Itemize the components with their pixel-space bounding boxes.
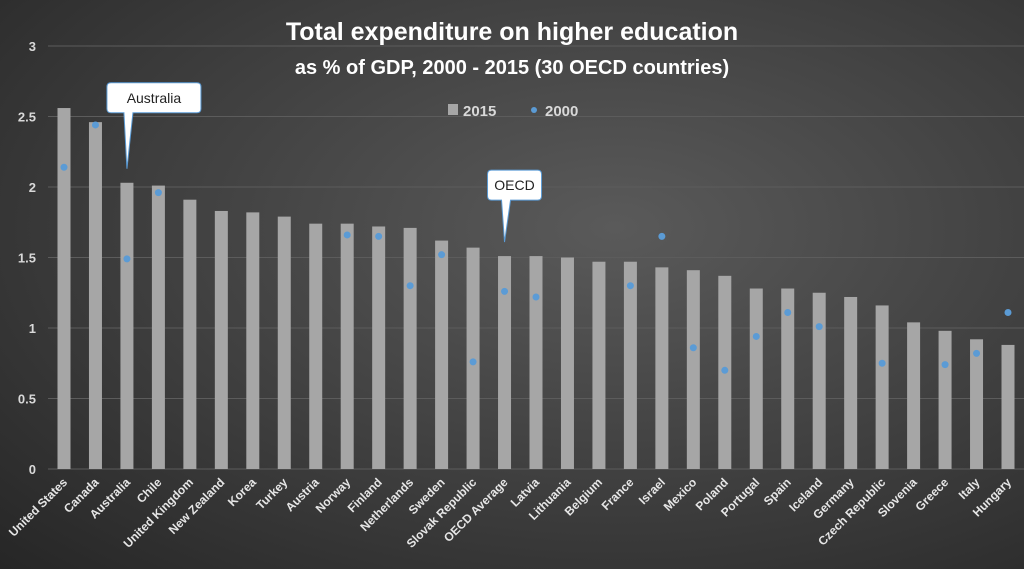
bar-2015	[970, 339, 984, 469]
y-tick-label: 2.5	[18, 110, 36, 125]
callout-label: OECD	[494, 177, 534, 193]
marker-2000	[532, 293, 540, 301]
marker-2000	[469, 358, 477, 366]
legend-swatch-2000	[531, 107, 537, 113]
marker-2000	[123, 255, 131, 263]
bar-2015	[498, 256, 512, 469]
x-tick-label: United States	[6, 475, 70, 539]
callout-australia: Australia	[106, 82, 202, 169]
callout-box	[487, 169, 543, 243]
legend-swatch-2015	[448, 104, 458, 115]
callout-label: Australia	[127, 90, 182, 106]
bar-2015	[781, 288, 795, 469]
bar-2015	[907, 322, 921, 469]
chart-title: Total expenditure on higher education	[286, 18, 738, 46]
bar-2015	[309, 223, 323, 469]
marker-2000	[689, 344, 697, 352]
marker-2000	[501, 287, 509, 295]
bar-2015	[57, 108, 71, 469]
marker-2000	[91, 121, 99, 129]
bar-2015	[246, 212, 260, 469]
bar-2015	[529, 256, 543, 469]
y-tick-label: 2	[29, 180, 36, 195]
y-tick-label: 0	[29, 462, 36, 477]
callout-box	[106, 82, 202, 169]
bar-2015	[1001, 344, 1015, 469]
bar-2015	[560, 257, 574, 469]
bar-2015	[151, 185, 165, 469]
y-tick-label: 0.5	[18, 392, 36, 407]
bar-2015	[938, 330, 952, 469]
marker-2000	[973, 349, 981, 357]
x-tick-label: Norway	[313, 475, 354, 516]
bar-2015	[749, 288, 763, 469]
bar-2015	[875, 305, 889, 469]
marker-2000	[815, 323, 823, 331]
legend-label-2000: 2000	[545, 103, 578, 120]
bar-2015	[372, 226, 386, 469]
marker-2000	[406, 282, 414, 290]
legend: 2015 2000	[448, 103, 578, 120]
y-tick-label: 1	[29, 321, 36, 336]
marker-2000	[375, 232, 383, 240]
callout-oecd: OECD	[487, 169, 543, 243]
marker-2000	[438, 251, 446, 259]
bar-2015	[88, 122, 102, 469]
x-tick-label: Mexico	[661, 475, 700, 514]
bar-2015	[592, 261, 606, 469]
legend-label-2015: 2015	[463, 103, 496, 120]
marker-2000	[784, 308, 792, 316]
marker-2000	[721, 366, 729, 374]
marker-2000	[343, 231, 351, 239]
marker-2000	[658, 232, 666, 240]
bar-2015	[120, 182, 134, 469]
bar-2015	[686, 270, 700, 469]
bar-2015	[277, 216, 291, 469]
x-tick-label: Italy	[956, 475, 983, 502]
y-tick-label: 3	[29, 39, 36, 54]
bar-2015	[844, 296, 858, 469]
marker-2000	[941, 361, 949, 369]
x-tick-label: Greece	[913, 475, 952, 514]
bar-2015	[655, 267, 669, 469]
bar-2015	[403, 227, 417, 469]
y-tick-label: 1.5	[18, 251, 36, 266]
bar-2015	[812, 292, 826, 469]
chart-subtitle: as % of GDP, 2000 - 2015 (30 OECD countr…	[295, 57, 729, 79]
bar-2015	[340, 223, 354, 469]
marker-2000	[60, 163, 68, 171]
bar-2015	[214, 210, 228, 469]
marker-2000	[1004, 308, 1012, 316]
x-tick-label: France	[599, 475, 637, 513]
marker-2000	[878, 359, 886, 367]
marker-2000	[154, 189, 162, 197]
marker-2000	[626, 282, 634, 290]
bar-2015	[183, 199, 197, 469]
marker-2000	[752, 332, 760, 340]
bar-2015	[435, 240, 449, 469]
bar-2015	[466, 247, 480, 469]
bar-2015	[623, 261, 637, 469]
